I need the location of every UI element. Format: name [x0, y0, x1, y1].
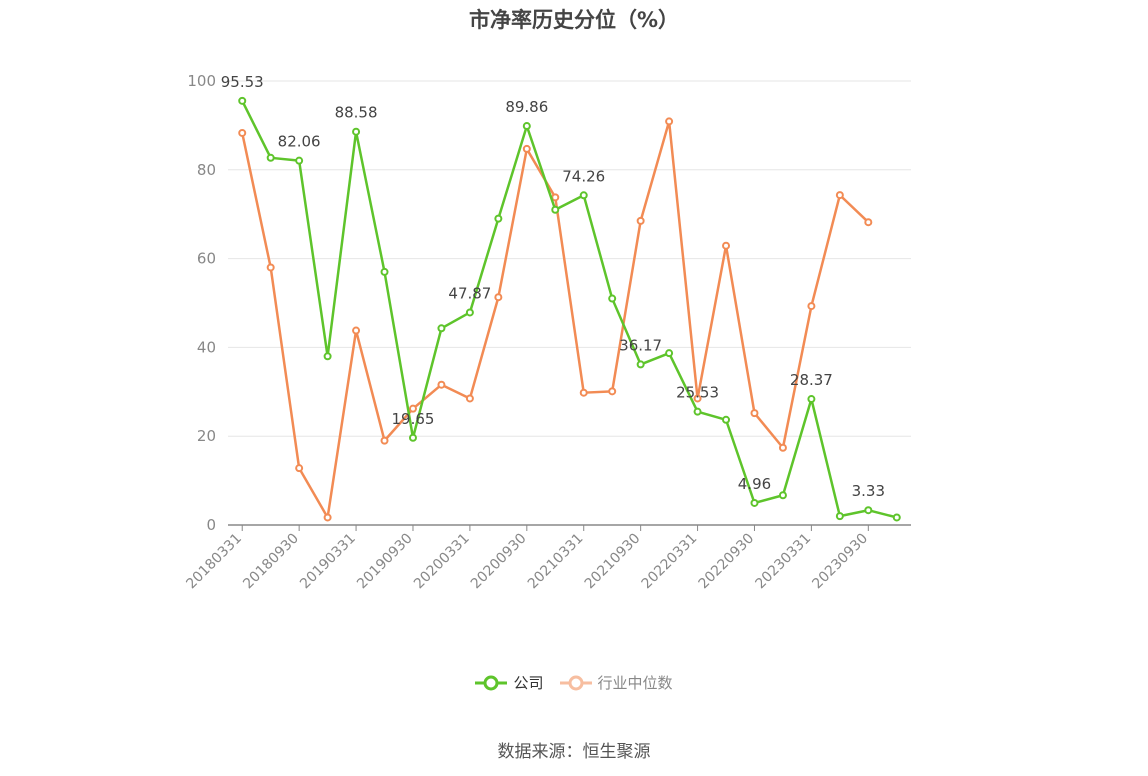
data-point-industry — [522, 144, 531, 153]
legend-industry-label: 行业中位数 — [597, 674, 673, 692]
data-point-company — [864, 506, 873, 515]
x-tick-label: 20180930 — [240, 531, 302, 593]
data-point-company — [437, 324, 446, 333]
data-label: 4.96 — [738, 475, 771, 493]
data-label: 25.53 — [676, 384, 719, 402]
data-label: 74.26 — [562, 167, 605, 185]
data-point-industry — [864, 218, 873, 227]
data-point-industry — [551, 193, 560, 202]
chart-title: 市净率历史分位（%） — [468, 8, 680, 32]
data-point-industry — [693, 394, 702, 403]
data-point-company — [835, 512, 844, 521]
legend-company-icon — [475, 675, 508, 690]
data-point-company — [807, 395, 816, 404]
data-point-company — [352, 127, 361, 136]
x-tick-label: 20220930 — [696, 531, 758, 593]
data-point-company — [266, 153, 275, 162]
y-tick-label: 80 — [197, 161, 216, 179]
data-label: 3.33 — [852, 482, 885, 500]
y-tick-label: 20 — [197, 427, 216, 445]
x-tick-label: 20230930 — [809, 531, 871, 593]
data-label: 82.06 — [278, 133, 321, 151]
data-point-industry — [636, 216, 645, 225]
data-point-company — [778, 491, 787, 500]
legend-item-industry[interactable]: 行业中位数 — [559, 672, 673, 693]
data-point-company — [380, 267, 389, 276]
x-tick-label: 20230331 — [753, 531, 815, 593]
data-point-company — [608, 294, 617, 303]
data-point-company — [551, 205, 560, 214]
x-tick-label: 20210930 — [582, 531, 644, 593]
y-tick-label: 60 — [197, 250, 216, 268]
data-point-company — [665, 349, 674, 358]
data-point-company — [693, 407, 702, 416]
data-point-company — [465, 308, 474, 317]
source-note: 数据来源：恒生聚源 — [497, 742, 651, 762]
grid-lines — [228, 80, 911, 437]
data-point-industry — [665, 117, 674, 126]
legend: 公司 行业中位数 — [0, 672, 1148, 693]
legend-company-label: 公司 — [513, 674, 544, 692]
data-point-company — [722, 415, 731, 424]
data-point-industry — [380, 436, 389, 445]
data-point-company — [295, 156, 304, 165]
data-point-industry — [352, 326, 361, 335]
data-point-industry — [778, 443, 787, 452]
y-tick-label: 40 — [197, 338, 216, 356]
data-point-company — [408, 433, 417, 442]
data-point-industry — [835, 191, 844, 200]
data-point-company — [494, 214, 503, 223]
line-chart: 0 20 40 60 80 100 2018033120180930201903312019… — [183, 72, 911, 593]
legend-industry-icon — [559, 675, 592, 690]
data-point-industry — [807, 302, 816, 311]
data-point-industry — [722, 241, 731, 250]
data-point-company — [750, 498, 759, 507]
data-label: 47.87 — [448, 284, 491, 302]
data-point-industry — [408, 404, 417, 413]
data-label: 28.37 — [790, 371, 833, 389]
data-point-company — [238, 96, 247, 105]
x-tick-label: 20210331 — [525, 531, 587, 593]
data-point-company — [522, 122, 531, 131]
x-tick-label: 20190331 — [297, 531, 359, 593]
data-label: 88.58 — [335, 104, 378, 122]
legend-item-company[interactable]: 公司 — [475, 672, 544, 693]
series-line-industry — [241, 120, 870, 519]
data-point-company — [892, 513, 901, 522]
data-label: 89.86 — [505, 98, 548, 116]
data-point-industry — [238, 128, 247, 137]
x-tick-label: 20180331 — [183, 531, 245, 593]
x-tick-label: 20220331 — [639, 531, 701, 593]
series-lines — [238, 96, 901, 522]
x-tick-label: 20200331 — [411, 531, 473, 593]
x-tick-label: 20200930 — [468, 531, 530, 593]
data-label: 19.65 — [392, 410, 435, 428]
data-point-industry — [465, 394, 474, 403]
data-point-industry — [266, 263, 275, 272]
data-label: 95.53 — [221, 73, 264, 91]
data-point-industry — [437, 380, 446, 389]
series-line-company — [241, 100, 898, 519]
data-point-industry — [323, 513, 332, 522]
data-point-industry — [579, 388, 588, 397]
y-tick-label: 0 — [206, 516, 216, 534]
data-point-company — [323, 352, 332, 361]
data-label: 36.17 — [619, 336, 662, 354]
x-tick-label: 20190930 — [354, 531, 416, 593]
data-point-company — [636, 360, 645, 369]
data-point-industry — [494, 293, 503, 302]
data-point-industry — [608, 387, 617, 396]
y-tick-label: 100 — [187, 72, 216, 90]
data-point-industry — [750, 409, 759, 418]
data-labels: 95.53 82.06 88.58 19.65 47.87 89.86 74.26 36.17… — [221, 73, 885, 500]
data-point-industry — [295, 464, 304, 473]
data-point-company — [579, 191, 588, 200]
